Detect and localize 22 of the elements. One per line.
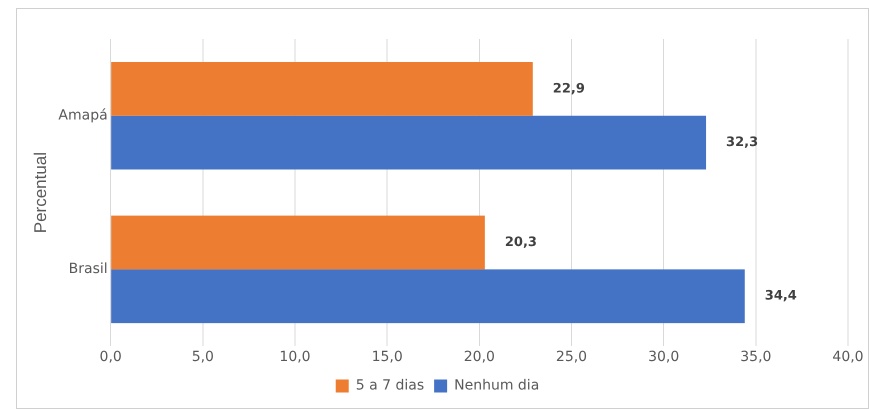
data-label: 34,4 — [764, 288, 797, 304]
bar — [111, 269, 745, 324]
x-tick-label: 35,0 — [740, 349, 772, 366]
x-tick-label: 30,0 — [648, 349, 680, 366]
x-tick-label: 15,0 — [372, 349, 403, 366]
x-tick-label: 40,0 — [832, 349, 864, 366]
y-axis-title: Percentual — [30, 152, 50, 234]
y-tick-label: Brasil — [68, 261, 108, 278]
data-label: 20,3 — [504, 234, 537, 250]
x-tick-label: 0,0 — [100, 349, 122, 366]
bar — [111, 216, 485, 270]
legend-label: Nenhum dia — [454, 378, 540, 394]
data-label: 22,9 — [552, 81, 585, 96]
x-tick-label: 25,0 — [556, 349, 588, 366]
x-tick-label: 20,0 — [464, 349, 495, 366]
bar — [111, 116, 706, 170]
y-tick-label: Amapá — [58, 107, 108, 124]
legend-label: 5 a 7 dias — [356, 378, 424, 394]
bar — [111, 62, 533, 116]
x-tick-label: 5,0 — [192, 349, 214, 366]
data-label: 32,3 — [726, 135, 758, 150]
x-tick-label: 10,0 — [279, 349, 311, 366]
